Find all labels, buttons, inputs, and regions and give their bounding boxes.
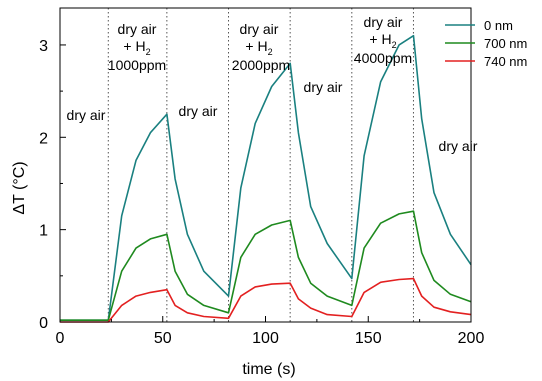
axis-ticks: 0 50 100 150 200 0 1 2 3 (39, 38, 484, 347)
legend-label-700nm: 700 nm (484, 36, 527, 51)
annotation-h2-4000-line2: + H2 (369, 31, 396, 50)
y-tick-label-0: 0 (39, 315, 48, 332)
annotation-h2-1000-line2: + H2 (123, 38, 150, 57)
annotation-h2-4000-plus: + H (369, 31, 391, 47)
annotation-h2-4000: dry air + H2 4000ppm (354, 14, 412, 66)
x-tick-label-3: 150 (355, 330, 382, 347)
annotation-h2-1000: dry air + H2 1000ppm (108, 21, 166, 73)
annotation-h2-4000-line1: dry air (364, 14, 403, 30)
gas-switch-dividers (107, 8, 414, 322)
x-tick-label-1: 50 (154, 330, 172, 347)
legend-label-740nm: 740 nm (484, 54, 527, 69)
annotation-dry-air-4: dry air (439, 138, 478, 154)
annotation-h2-2000-line3: 2000ppm (232, 57, 290, 73)
annotation-dry-air-2: dry air (179, 103, 218, 119)
series-lines (60, 34, 472, 323)
annotation-dry-air-3: dry air (304, 79, 343, 95)
annotation-dry-air-1: dry air (67, 107, 106, 123)
x-tick-label-4: 200 (458, 330, 485, 347)
annotation-h2-4000-sub: 2 (392, 40, 397, 50)
y-axis-label: ΔT (°C) (11, 161, 28, 214)
legend-label-0nm: 0 nm (484, 18, 513, 33)
annotation-h2-2000: dry air + H2 2000ppm (232, 21, 290, 73)
series-line-700nm (60, 210, 472, 322)
x-axis-label: time (s) (242, 361, 295, 378)
series-line-0nm (60, 34, 472, 322)
y-tick-label-2: 2 (39, 130, 48, 147)
y-tick-label-1: 1 (39, 223, 48, 240)
y-tick-label-3: 3 (39, 38, 48, 55)
annotation-h2-4000-line3: 4000ppm (354, 50, 412, 66)
annotation-h2-2000-line2: + H2 (245, 38, 272, 57)
annotation-h2-1000-line3: 1000ppm (108, 57, 166, 73)
annotation-h2-1000-plus: + H (123, 38, 145, 54)
series-line-740nm (60, 277, 472, 323)
annotation-h2-2000-sub: 2 (268, 47, 273, 57)
x-tick-label-2: 100 (252, 330, 279, 347)
legend: 0 nm 700 nm 740 nm (445, 18, 527, 69)
annotation-h2-1000-line1: dry air (118, 21, 157, 37)
x-tick-label-0: 0 (56, 330, 65, 347)
annotation-h2-1000-sub: 2 (146, 47, 151, 57)
annotation-h2-2000-line1: dry air (240, 21, 279, 37)
annotation-h2-2000-plus: + H (245, 38, 267, 54)
